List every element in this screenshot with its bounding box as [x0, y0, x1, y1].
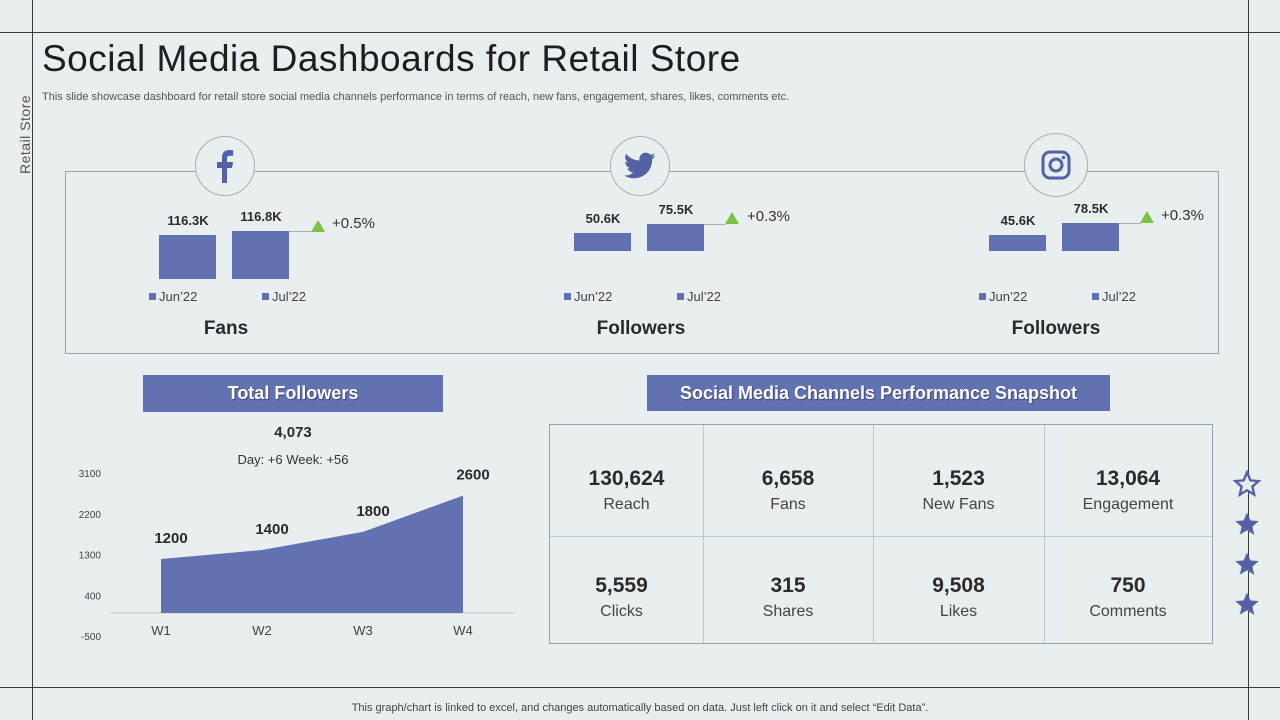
fans-delta: +0.5%: [332, 215, 375, 232]
instagram-legend-jul: Jul’22: [1092, 289, 1136, 304]
snapshot-cell-new-fans: 1,523 New Fans: [922, 467, 995, 513]
y-tick-label: 3100: [79, 469, 102, 480]
twitter-up-icon: [725, 212, 739, 224]
grid-divider: [550, 536, 1212, 537]
star-icon: [1235, 592, 1259, 615]
fans-up-icon: [311, 220, 325, 232]
grid-divider: [703, 425, 704, 643]
frame-line-top: [0, 32, 1280, 33]
twitter-jul-value: 75.5K: [658, 202, 694, 217]
y-tick-label: 400: [84, 591, 101, 602]
frame-line-bottom: [0, 687, 1280, 688]
frame-line-right: [1248, 0, 1249, 720]
y-tick-label: -500: [81, 632, 101, 643]
x-tick-label: W4: [453, 623, 473, 638]
x-tick-label: W1: [151, 623, 171, 638]
fans-jul-value: 116.8K: [240, 209, 282, 224]
y-tick-label: 2200: [79, 510, 102, 521]
instagram-legend-jun: Jun’22: [979, 289, 1027, 304]
fans-legend-jul: Jul’22: [262, 289, 306, 304]
star-icon: [1235, 552, 1259, 575]
twitter-jun-bar: [574, 233, 631, 251]
x-tick-label: W2: [252, 623, 272, 638]
total-followers-value: 4,073: [274, 424, 312, 441]
data-label: 1200: [154, 530, 187, 547]
instagram-up-icon: [1140, 211, 1154, 223]
followers-area: [161, 495, 463, 613]
twitter-legend-jun: Jun’22: [564, 289, 612, 304]
snapshot-cell-clicks: 5,559 Clicks: [595, 574, 648, 620]
data-label: 2600: [456, 467, 489, 484]
twitter-delta: +0.3%: [747, 208, 790, 225]
instagram-jun-value: 45.6K: [1000, 213, 1036, 228]
fans-legend-jun: Jun’22: [149, 289, 197, 304]
page-title: Social Media Dashboards for Retail Store: [42, 38, 741, 79]
total-followers-banner: Total Followers: [143, 375, 443, 412]
snapshot-banner: Social Media Channels Performance Snapsh…: [647, 375, 1110, 411]
footer-note: This graph/chart is linked to excel, and…: [351, 702, 929, 714]
data-label: 1400: [255, 521, 288, 538]
total-followers-chart: 3100 2200 1300 400 -500 1200 W1 1400 W2 1800 W3 260…: [79, 467, 515, 643]
twitter-jul-bar: [647, 224, 704, 251]
side-label: Retail Store: [17, 94, 33, 174]
facebook-icon-circle[interactable]: [195, 136, 255, 196]
twitter-jun-value: 50.6K: [585, 211, 621, 226]
instagram-jul-bar: [1062, 223, 1119, 251]
twitter-icon-circle[interactable]: [610, 136, 670, 196]
instagram-delta: +0.3%: [1161, 207, 1204, 224]
page-subtitle: This slide showcase dashboard for retail…: [42, 91, 790, 103]
twitter-icon: [624, 152, 656, 179]
twitter-metric-label: Followers: [596, 318, 686, 339]
snapshot-cell-fans: 6,658 Fans: [761, 467, 815, 513]
instagram-delta-line: [1119, 223, 1141, 224]
star-icon: [1235, 512, 1259, 535]
fans-jul-bar: [232, 231, 289, 279]
instagram-icon: [1041, 150, 1071, 180]
snapshot-cell-comments: 750 Comments: [1089, 574, 1167, 620]
grid-divider: [1044, 425, 1045, 643]
snapshot-cell-likes: 9,508 Likes: [932, 574, 985, 620]
twitter-delta-line: [704, 224, 726, 225]
instagram-icon-circle[interactable]: [1024, 133, 1088, 197]
y-tick-label: 1300: [79, 551, 102, 562]
fans-jun-value: 116.3K: [167, 213, 209, 228]
total-followers-change: Day: +6 Week: +56: [237, 452, 349, 467]
fans-jun-bar: [159, 235, 216, 279]
facebook-icon: [217, 150, 234, 183]
fans-delta-line: [289, 231, 311, 232]
snapshot-cell-engagement: 13,064 Engagement: [1082, 467, 1174, 513]
data-label: 1800: [356, 503, 389, 520]
instagram-jul-value: 78.5K: [1073, 201, 1109, 216]
star-outline-icon: [1233, 470, 1261, 498]
instagram-metric-label: Followers: [1011, 318, 1101, 339]
fans-metric-label: Fans: [203, 318, 249, 339]
x-tick-label: W3: [353, 623, 373, 638]
twitter-legend-jul: Jul’22: [677, 289, 721, 304]
snapshot-cell-shares: 315 Shares: [762, 574, 814, 620]
frame-line-left: [32, 0, 33, 720]
snapshot-cell-reach: 130,624 Reach: [588, 467, 665, 513]
snapshot-grid: 130,624 Reach 6,658 Fans 1,523 New Fans 13,…: [549, 424, 1213, 644]
instagram-jun-bar: [989, 235, 1046, 251]
grid-divider: [873, 425, 874, 643]
